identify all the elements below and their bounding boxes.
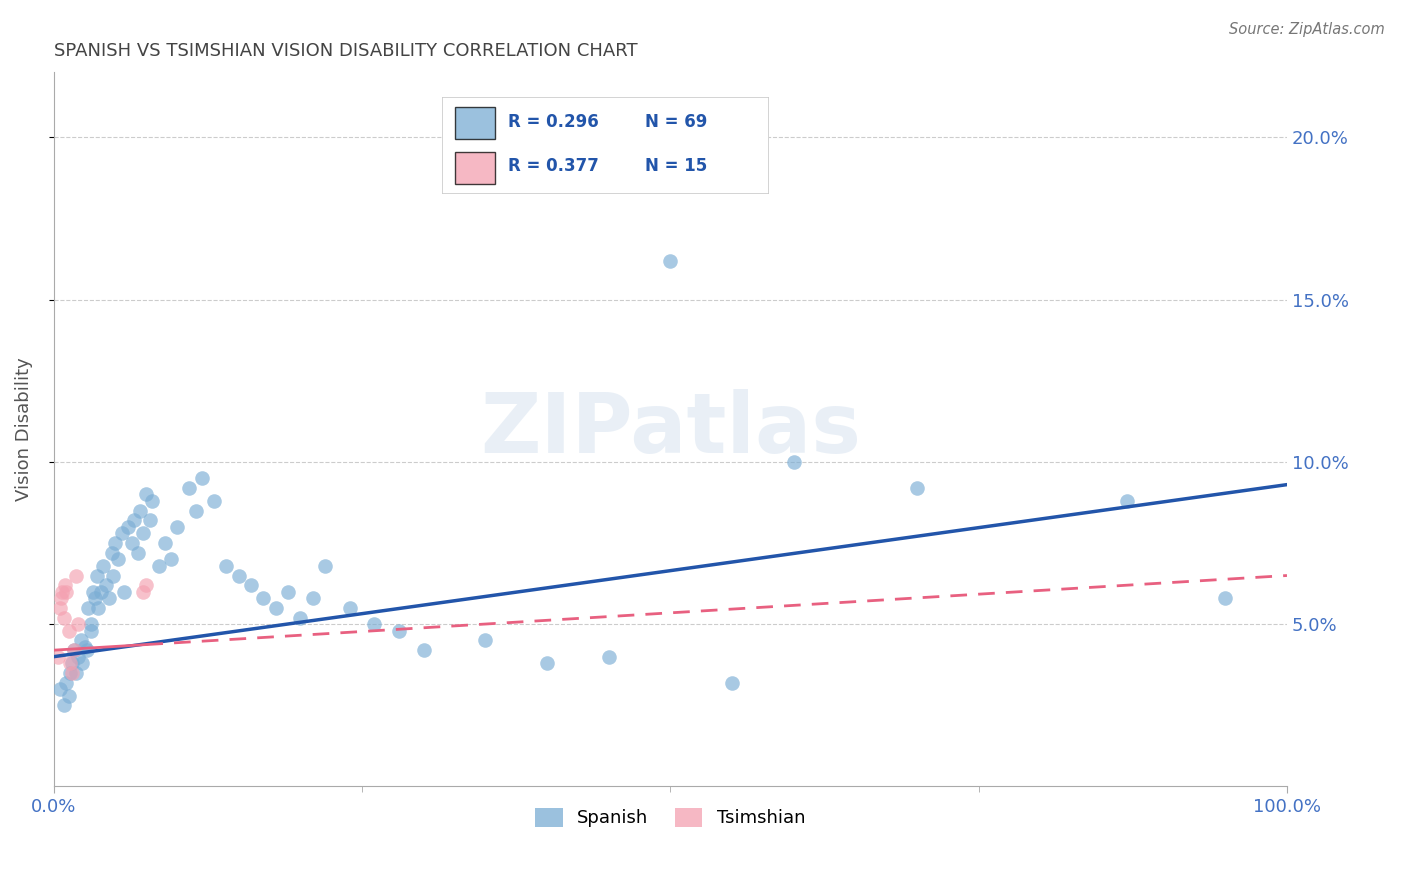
Point xyxy=(121,536,143,550)
Point xyxy=(117,520,139,534)
Point xyxy=(179,481,201,495)
Point xyxy=(905,481,928,495)
Point xyxy=(49,601,72,615)
Point xyxy=(314,558,336,573)
Point xyxy=(536,656,558,670)
Point xyxy=(65,568,87,582)
Point xyxy=(55,584,77,599)
Point xyxy=(112,584,135,599)
Point xyxy=(388,624,411,638)
Point xyxy=(290,610,312,624)
Point xyxy=(598,649,620,664)
Point xyxy=(55,675,77,690)
Point xyxy=(301,591,323,606)
Point xyxy=(60,665,83,680)
Point xyxy=(277,584,299,599)
Point xyxy=(86,568,108,582)
Text: SPANISH VS TSIMSHIAN VISION DISABILITY CORRELATION CHART: SPANISH VS TSIMSHIAN VISION DISABILITY C… xyxy=(53,42,637,60)
Point xyxy=(1213,591,1236,606)
Point xyxy=(46,649,69,664)
Point xyxy=(73,640,96,654)
Point xyxy=(101,546,124,560)
Point xyxy=(135,578,157,592)
Point xyxy=(67,649,90,664)
Point xyxy=(53,578,76,592)
Point xyxy=(58,624,80,638)
Text: Source: ZipAtlas.com: Source: ZipAtlas.com xyxy=(1229,22,1385,37)
Point xyxy=(83,591,105,606)
Point xyxy=(160,552,183,566)
Point xyxy=(1115,494,1137,508)
Point xyxy=(87,601,110,615)
Point xyxy=(101,568,124,582)
Point xyxy=(49,682,72,697)
Text: ZIPatlas: ZIPatlas xyxy=(479,389,860,470)
Y-axis label: Vision Disability: Vision Disability xyxy=(15,358,32,501)
Point xyxy=(721,675,744,690)
Point xyxy=(184,503,207,517)
Point xyxy=(215,558,238,573)
Point xyxy=(339,601,361,615)
Point xyxy=(363,617,385,632)
Point xyxy=(252,591,274,606)
Point xyxy=(659,253,682,268)
Point xyxy=(131,526,153,541)
Point xyxy=(107,552,129,566)
Point xyxy=(104,536,127,550)
Legend: Spanish, Tsimshian: Spanish, Tsimshian xyxy=(529,801,813,835)
Point xyxy=(202,494,225,508)
Point xyxy=(51,591,73,606)
Point xyxy=(191,471,214,485)
Point xyxy=(77,601,100,615)
Point xyxy=(153,536,176,550)
Point xyxy=(129,503,152,517)
Point xyxy=(65,665,87,680)
Point xyxy=(58,689,80,703)
Point xyxy=(264,601,287,615)
Point xyxy=(135,487,157,501)
Point xyxy=(141,494,163,508)
Point xyxy=(783,455,806,469)
Point xyxy=(412,643,434,657)
Point xyxy=(139,513,162,527)
Point xyxy=(240,578,263,592)
Point xyxy=(52,610,75,624)
Point xyxy=(127,546,149,560)
Point xyxy=(98,591,121,606)
Point xyxy=(80,617,103,632)
Point xyxy=(148,558,170,573)
Point xyxy=(76,643,98,657)
Point xyxy=(80,624,103,638)
Point xyxy=(94,578,117,592)
Point xyxy=(62,643,84,657)
Point xyxy=(70,633,93,648)
Point xyxy=(59,656,82,670)
Point xyxy=(111,526,134,541)
Point xyxy=(122,513,145,527)
Point xyxy=(67,617,90,632)
Point xyxy=(70,656,93,670)
Point xyxy=(51,584,73,599)
Point xyxy=(62,643,84,657)
Point xyxy=(60,656,83,670)
Point xyxy=(228,568,250,582)
Point xyxy=(91,558,114,573)
Point xyxy=(52,698,75,713)
Point xyxy=(82,584,104,599)
Point xyxy=(474,633,496,648)
Point xyxy=(59,665,82,680)
Point xyxy=(90,584,112,599)
Point xyxy=(166,520,188,534)
Point xyxy=(131,584,153,599)
